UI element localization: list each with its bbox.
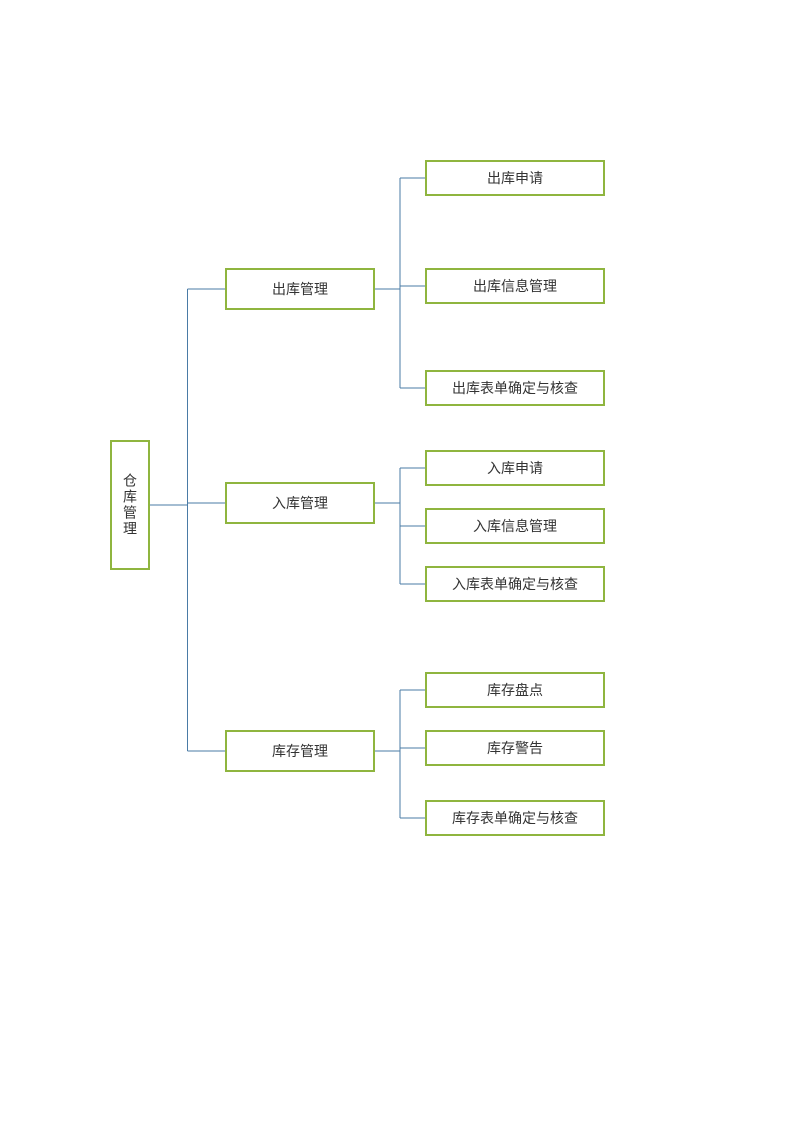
node-out-mgmt: 出库管理 — [225, 268, 375, 310]
leaf-stock-warn-label: 库存警告 — [487, 738, 543, 758]
leaf-in-apply: 入库申请 — [425, 450, 605, 486]
root-node: 仓库管理 — [110, 440, 150, 570]
leaf-in-form: 入库表单确定与核查 — [425, 566, 605, 602]
node-stock-mgmt: 库存管理 — [225, 730, 375, 772]
leaf-stock-count-label: 库存盘点 — [487, 680, 543, 700]
leaf-in-form-label: 入库表单确定与核查 — [452, 574, 578, 594]
leaf-in-info-label: 入库信息管理 — [473, 516, 557, 536]
leaf-out-form: 出库表单确定与核查 — [425, 370, 605, 406]
leaf-out-info-label: 出库信息管理 — [473, 276, 557, 296]
leaf-stock-warn: 库存警告 — [425, 730, 605, 766]
leaf-in-apply-label: 入库申请 — [487, 458, 543, 478]
leaf-out-apply: 出库申请 — [425, 160, 605, 196]
node-in-mgmt: 入库管理 — [225, 482, 375, 524]
node-in-mgmt-label: 入库管理 — [272, 493, 328, 513]
leaf-stock-form: 库存表单确定与核查 — [425, 800, 605, 836]
leaf-stock-count: 库存盘点 — [425, 672, 605, 708]
leaf-out-form-label: 出库表单确定与核查 — [452, 378, 578, 398]
leaf-out-info: 出库信息管理 — [425, 268, 605, 304]
leaf-out-apply-label: 出库申请 — [487, 168, 543, 188]
node-stock-mgmt-label: 库存管理 — [272, 741, 328, 761]
leaf-stock-form-label: 库存表单确定与核查 — [452, 808, 578, 828]
root-label: 仓库管理 — [120, 473, 140, 537]
node-out-mgmt-label: 出库管理 — [272, 279, 328, 299]
leaf-in-info: 入库信息管理 — [425, 508, 605, 544]
